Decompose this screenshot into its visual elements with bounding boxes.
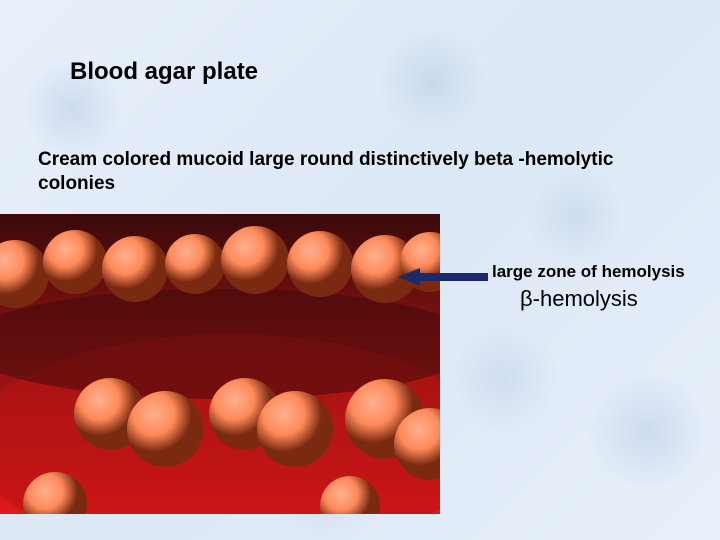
blood-agar-photo [0, 214, 440, 514]
hemolysis-zone-label: large zone of hemolysis [492, 262, 685, 282]
beta-hemolysis-label: β-hemolysis [520, 286, 638, 312]
slide-title: Blood agar plate [70, 58, 258, 86]
pointer-arrow [398, 268, 488, 286]
slide-subtitle: Cream colored mucoid large round distinc… [38, 148, 678, 196]
